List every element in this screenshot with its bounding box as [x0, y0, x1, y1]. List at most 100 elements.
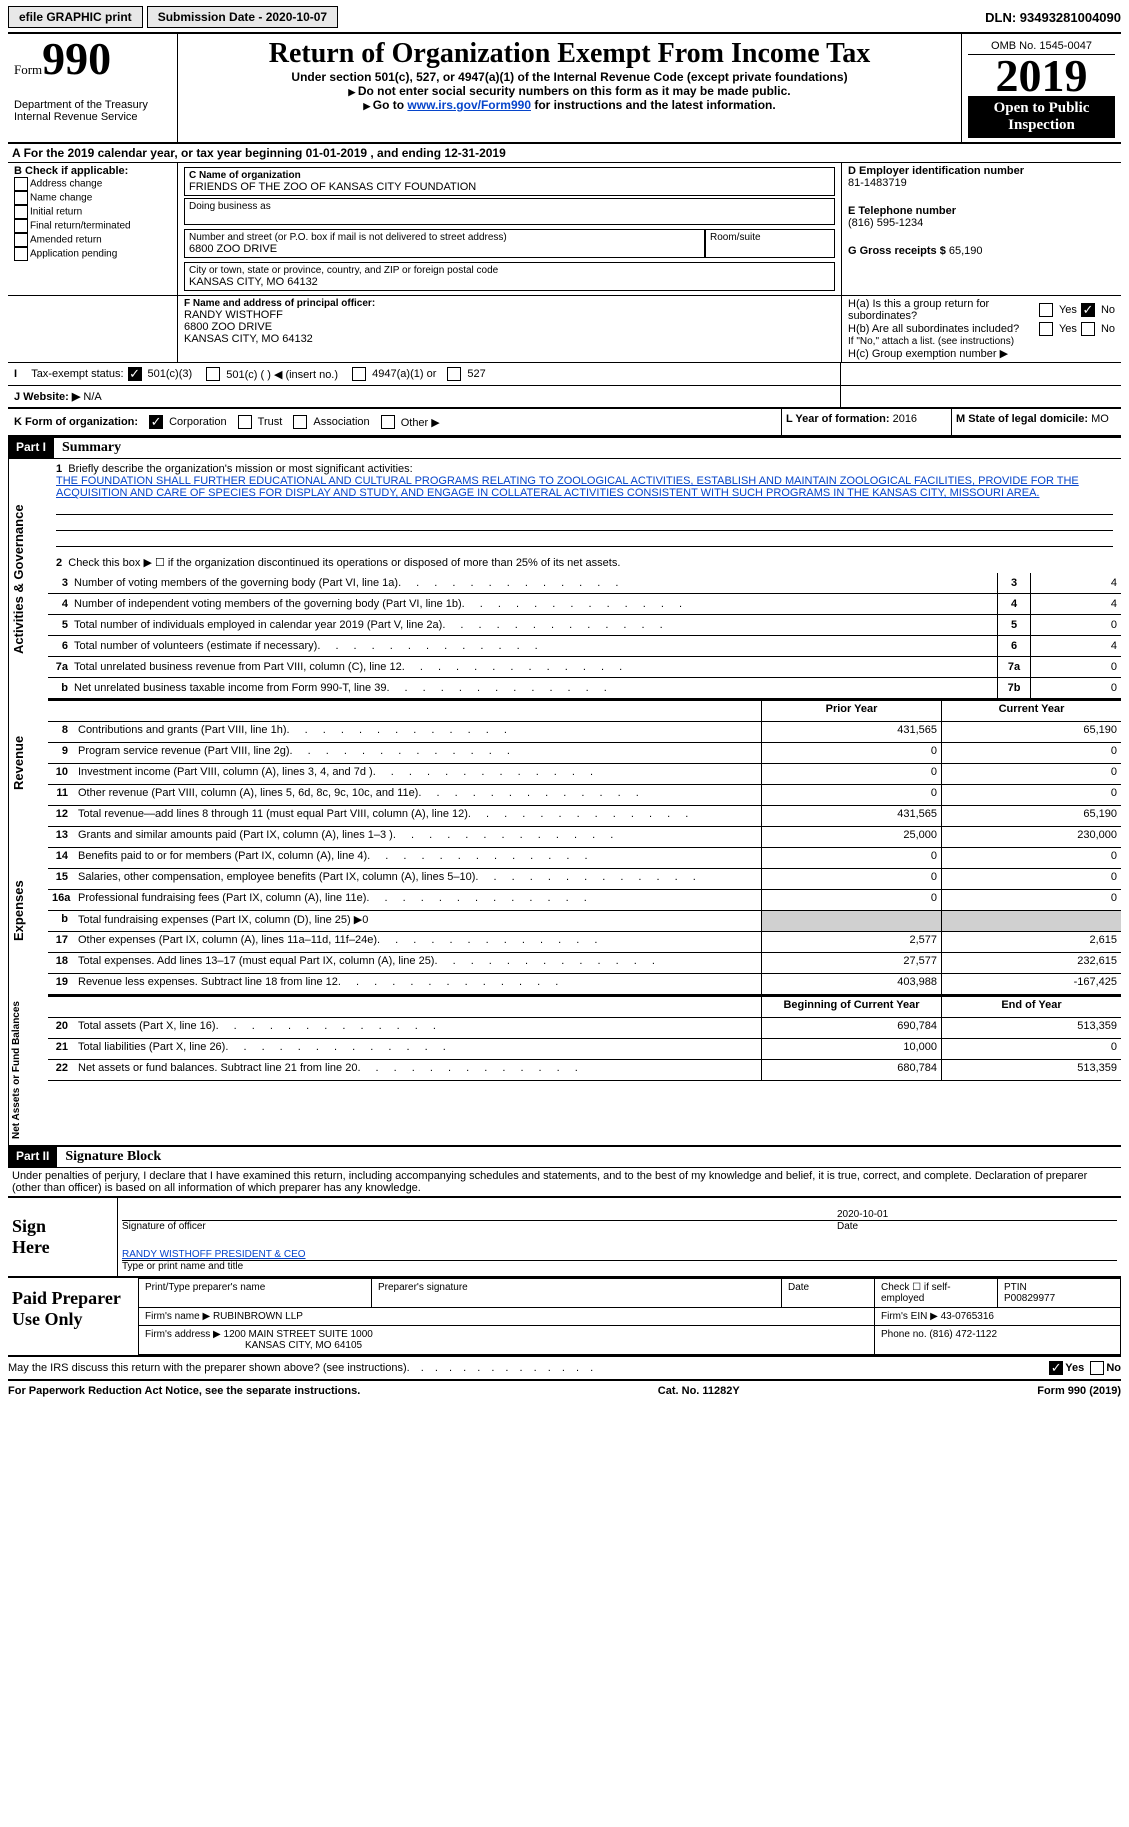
- goto-pre: Go to: [363, 98, 407, 112]
- activities-governance: Activities & Governance 1 Briefly descri…: [8, 459, 1121, 699]
- row-20: 20Total assets (Part X, line 16). . . . …: [48, 1018, 1121, 1039]
- foot-mid: Cat. No. 11282Y: [658, 1385, 740, 1397]
- chk-address[interactable]: [14, 177, 28, 191]
- hb-no[interactable]: [1081, 322, 1095, 336]
- box-d-label: D Employer identification number: [848, 165, 1115, 177]
- part-1-title: Summary: [54, 438, 129, 458]
- part-1-tag: Part I: [8, 438, 54, 458]
- gross-receipts: 65,190: [949, 245, 983, 257]
- name-title-label: Type or print name and title: [122, 1261, 1117, 1272]
- net-assets-section: Net Assets or Fund Balances Beginning of…: [8, 995, 1121, 1145]
- row-a: A For the 2019 calendar year, or tax yea…: [8, 144, 1121, 163]
- website: N/A: [83, 391, 101, 403]
- prep-c2: Preparer's signature: [372, 1279, 782, 1308]
- row-17: 17Other expenses (Part IX, column (A), l…: [48, 932, 1121, 953]
- paid-preparer: Paid Preparer Use Only Print/Type prepar…: [8, 1278, 1121, 1357]
- box-b-title: B Check if applicable:: [14, 165, 171, 177]
- row-13: 13Grants and similar amounts paid (Part …: [48, 827, 1121, 848]
- foot-right: Form 990 (2019): [1037, 1385, 1121, 1397]
- sign-here: Sign Here 2020-10-01 Signature of office…: [8, 1196, 1121, 1278]
- chk-4947[interactable]: [352, 367, 366, 381]
- form-number: 990: [42, 33, 111, 84]
- row-19: 19Revenue less expenses. Subtract line 1…: [48, 974, 1121, 995]
- open-public: Open to Public Inspection: [968, 96, 1115, 138]
- ha-label: H(a) Is this a group return for subordin…: [848, 298, 1035, 322]
- part-2-tag: Part II: [8, 1147, 57, 1167]
- firm-name: RUBINBROWN LLP: [213, 1311, 303, 1322]
- discuss-yes[interactable]: [1049, 1361, 1063, 1375]
- ha-yes[interactable]: [1039, 303, 1053, 317]
- phone: (816) 595-1234: [848, 217, 1115, 229]
- chk-501c3[interactable]: [128, 367, 142, 381]
- firm-phone: (816) 472-1122: [929, 1329, 997, 1340]
- footer: For Paperwork Reduction Act Notice, see …: [8, 1381, 1121, 1401]
- mission[interactable]: THE FOUNDATION SHALL FURTHER EDUCATIONAL…: [56, 475, 1113, 499]
- chk-501c[interactable]: [206, 367, 220, 381]
- row-21: 21Total liabilities (Part X, line 26). .…: [48, 1039, 1121, 1060]
- ha-no[interactable]: [1081, 303, 1095, 317]
- date-label: Date: [837, 1221, 1117, 1232]
- ptin: P00829977: [1004, 1293, 1055, 1304]
- chk-trust[interactable]: [238, 415, 252, 429]
- chk-corp[interactable]: [149, 415, 163, 429]
- domicile: MO: [1091, 413, 1109, 425]
- dept-treasury: Department of the Treasury: [14, 99, 171, 111]
- prep-label: Paid Preparer Use Only: [8, 1278, 138, 1355]
- row-b: bTotal fundraising expenses (Part IX, co…: [48, 911, 1121, 932]
- row-i-label: Tax-exempt status:: [31, 368, 123, 380]
- submission-date: Submission Date - 2020-10-07: [147, 6, 338, 28]
- chk-name[interactable]: [14, 191, 28, 205]
- chk-other[interactable]: [381, 415, 395, 429]
- city: KANSAS CITY, MO 64132: [189, 276, 830, 288]
- hb-label: H(b) Are all subordinates included?: [848, 323, 1035, 335]
- officer-city: KANSAS CITY, MO 64132: [184, 333, 835, 345]
- chk-amended[interactable]: [14, 233, 28, 247]
- foot-left: For Paperwork Reduction Act Notice, see …: [8, 1385, 360, 1397]
- form-word: Form: [14, 62, 42, 77]
- chk-final[interactable]: [14, 219, 28, 233]
- instructions-link[interactable]: www.irs.gov/Form990: [407, 98, 531, 112]
- addr-label: Firm's address ▶: [145, 1329, 221, 1340]
- row-22: 22Net assets or fund balances. Subtract …: [48, 1060, 1121, 1081]
- row-k-label: K Form of organization:: [14, 416, 138, 428]
- line-7b: bNet unrelated business taxable income f…: [48, 678, 1121, 699]
- goto-post: for instructions and the latest informat…: [531, 98, 776, 112]
- form-title: Return of Organization Exempt From Incom…: [184, 38, 955, 70]
- row-18: 18Total expenses. Add lines 13–17 (must …: [48, 953, 1121, 974]
- discuss-no[interactable]: [1090, 1361, 1104, 1375]
- dln: DLN: 93493281004090: [985, 10, 1121, 25]
- ein: 81-1483719: [848, 177, 1115, 189]
- firm-addr2: KANSAS CITY, MO 64105: [245, 1340, 362, 1351]
- chk-pending[interactable]: [14, 247, 28, 261]
- sign-here-label: Sign Here: [8, 1198, 88, 1276]
- org-name: FRIENDS OF THE ZOO OF KANSAS CITY FOUNDA…: [189, 181, 830, 193]
- firm-label: Firm's name ▶: [145, 1311, 210, 1322]
- irs-label: Internal Revenue Service: [14, 111, 171, 123]
- efile-button[interactable]: efile GRAPHIC print: [8, 6, 143, 28]
- chk-initial[interactable]: [14, 205, 28, 219]
- row-10: 10Investment income (Part VIII, column (…: [48, 764, 1121, 785]
- vlabel-net: Net Assets or Fund Balances: [8, 995, 48, 1145]
- street: 6800 ZOO DRIVE: [189, 243, 700, 255]
- box-g-label: G Gross receipts $: [848, 245, 946, 257]
- line-6: 6Total number of volunteers (estimate if…: [48, 636, 1121, 657]
- officer-name: RANDY WISTHOFF: [184, 309, 835, 321]
- perjury: Under penalties of perjury, I declare th…: [8, 1168, 1121, 1196]
- part-2-title: Signature Block: [57, 1147, 169, 1167]
- street-label: Number and street (or P.O. box if mail i…: [189, 232, 700, 243]
- officer-sig-name[interactable]: RANDY WISTHOFF PRESIDENT & CEO: [122, 1249, 306, 1260]
- hc-label: H(c) Group exemption number ▶: [848, 347, 1115, 360]
- block-bcd: B Check if applicable: Address change Na…: [8, 163, 1121, 296]
- row-m-label: M State of legal domicile:: [956, 413, 1088, 425]
- hb-yes[interactable]: [1039, 322, 1053, 336]
- revenue-section: Revenue Prior YearCurrent Year 8Contribu…: [8, 699, 1121, 827]
- sign-date: 2020-10-01: [837, 1209, 1117, 1220]
- vlabel-rev: Revenue: [8, 699, 48, 827]
- year-formation: 2016: [893, 413, 917, 425]
- chk-527[interactable]: [447, 367, 461, 381]
- vlabel-exp: Expenses: [8, 827, 48, 995]
- chk-assoc[interactable]: [293, 415, 307, 429]
- q1: Briefly describe the organization's miss…: [68, 463, 412, 475]
- line-4: 4Number of independent voting members of…: [48, 594, 1121, 615]
- th-beg: Beginning of Current Year: [761, 997, 941, 1017]
